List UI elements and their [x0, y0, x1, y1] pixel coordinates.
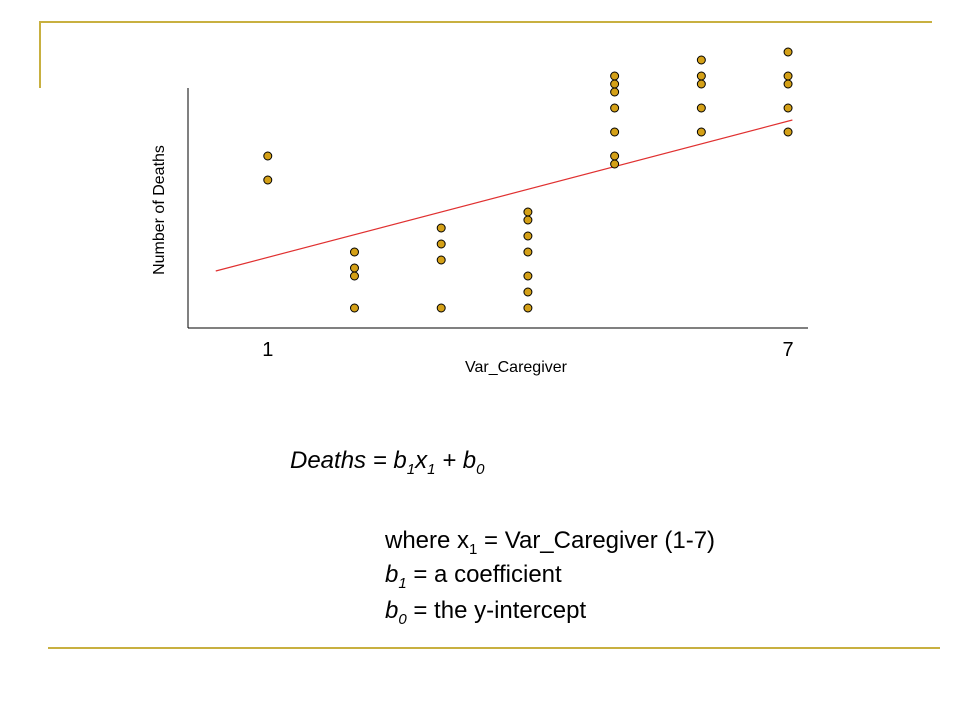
definition: b1 = a coefficient	[385, 561, 562, 592]
data-point	[349, 271, 359, 281]
data-point	[436, 255, 446, 265]
data-point	[263, 151, 273, 161]
definition-part: = Var_Caregiver (1-7)	[477, 527, 715, 554]
data-point	[610, 151, 620, 161]
data-point	[523, 303, 533, 313]
data-point	[696, 79, 706, 89]
data-point	[523, 287, 533, 297]
x-tick-label: 7	[782, 339, 793, 361]
definition: b0 = the y-intercept	[385, 597, 586, 628]
definition-part: = a coefficient	[407, 561, 562, 588]
data-point	[436, 223, 446, 233]
data-point	[696, 71, 706, 81]
data-point	[436, 303, 446, 313]
data-point	[783, 71, 793, 81]
data-point	[610, 127, 620, 137]
data-point	[523, 215, 533, 225]
data-point	[783, 103, 793, 113]
data-point	[610, 159, 620, 169]
y-axis-label: Number of Deaths	[151, 145, 168, 275]
data-point	[610, 87, 620, 97]
data-point	[523, 231, 533, 241]
data-point	[436, 239, 446, 249]
equation-part: Deaths = b	[290, 447, 407, 474]
trend-line	[215, 119, 793, 272]
data-point	[783, 79, 793, 89]
definition-subscript: 1	[398, 575, 406, 592]
data-point	[610, 71, 620, 81]
definition-subscript: 0	[398, 611, 407, 628]
definition: where x1 = Var_Caregiver (1-7)	[384, 527, 715, 558]
definition-part: where x	[384, 527, 469, 554]
data-point	[783, 127, 793, 137]
data-point	[263, 175, 273, 185]
data-point	[610, 79, 620, 89]
data-point	[696, 55, 706, 65]
equation-subscript: 0	[476, 461, 485, 478]
data-point	[610, 103, 620, 113]
equation-subscript: 1	[427, 461, 435, 478]
data-point	[349, 247, 359, 257]
equation-part: x	[414, 447, 428, 474]
data-point	[783, 47, 793, 57]
data-point	[523, 247, 533, 257]
equation-part: + b	[435, 447, 476, 474]
data-point	[523, 271, 533, 281]
data-point	[696, 127, 706, 137]
x-tick-label: 1	[262, 339, 273, 361]
definition-subscript: 1	[469, 541, 477, 558]
equation: Deaths = b1x1 + b0	[290, 447, 485, 478]
definition-part: b	[385, 561, 398, 588]
equation-subscript: 1	[407, 461, 415, 478]
data-point	[696, 103, 706, 113]
definition-part: b	[385, 597, 398, 624]
data-point	[349, 303, 359, 313]
x-axis-label: Var_Caregiver	[465, 359, 568, 376]
definition-part: = the y-intercept	[407, 597, 587, 624]
data-point	[523, 207, 533, 217]
data-point	[349, 263, 359, 273]
